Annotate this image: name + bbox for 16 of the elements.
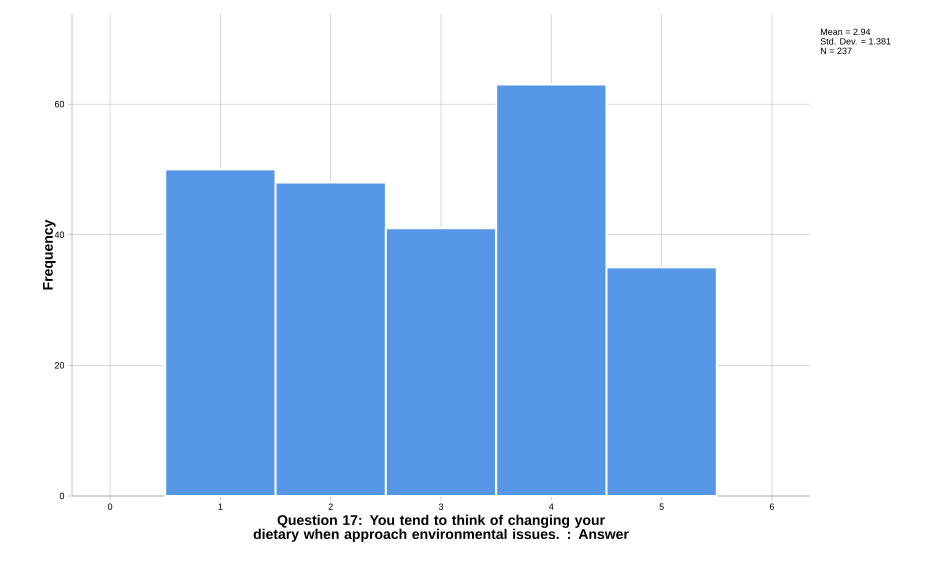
x-tick-label: 4 — [549, 504, 554, 510]
x-axis-title: Question 17: You tend to think of changing your dietary when approach environmental issues. : Answer — [254, 514, 629, 542]
text: Std. Dev. = 1.381 — [820, 38, 891, 45]
x-tick-label: 5 — [660, 504, 664, 510]
y-tick-label: 40 — [54, 232, 64, 238]
y-axis-title: Frequency — [43, 220, 56, 290]
x-tick-label: 3 — [438, 504, 444, 510]
text: Mean = 2.94 — [820, 28, 870, 36]
x-tick-label: 6 — [770, 504, 774, 510]
y-tick-label: 20 — [54, 362, 64, 369]
x-tick-label: 1 — [218, 504, 222, 510]
x-tick-label: 0 — [108, 504, 112, 510]
y-tick-label: 0 — [60, 492, 64, 500]
y-tick-label: 60 — [54, 100, 64, 108]
x-tick-label: 2 — [328, 504, 333, 510]
text: N = 237 — [820, 48, 852, 54]
